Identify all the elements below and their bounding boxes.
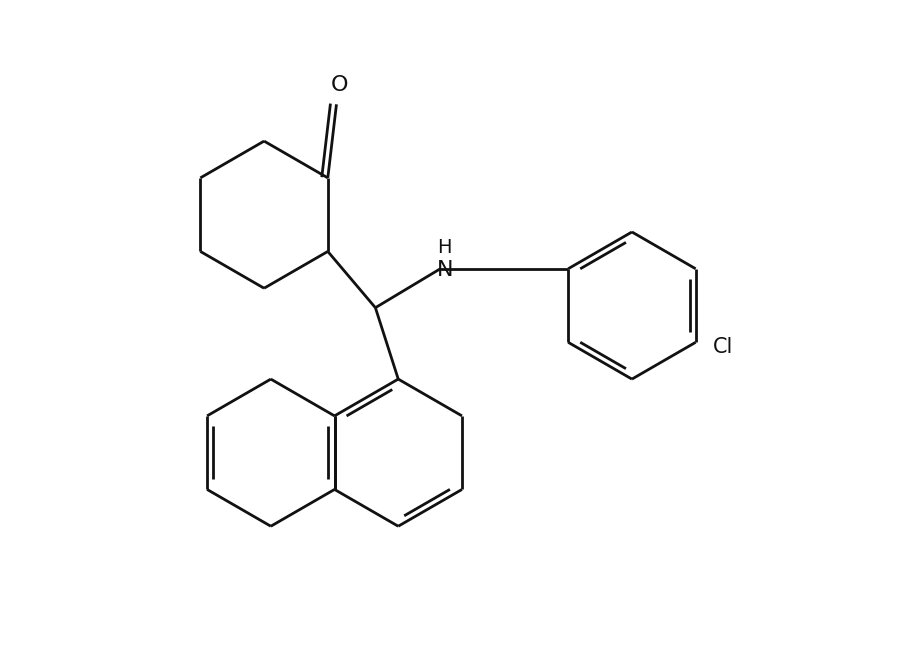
- Text: N: N: [436, 261, 453, 280]
- Text: H: H: [437, 237, 452, 257]
- Text: O: O: [330, 76, 348, 95]
- Text: Cl: Cl: [713, 337, 734, 357]
